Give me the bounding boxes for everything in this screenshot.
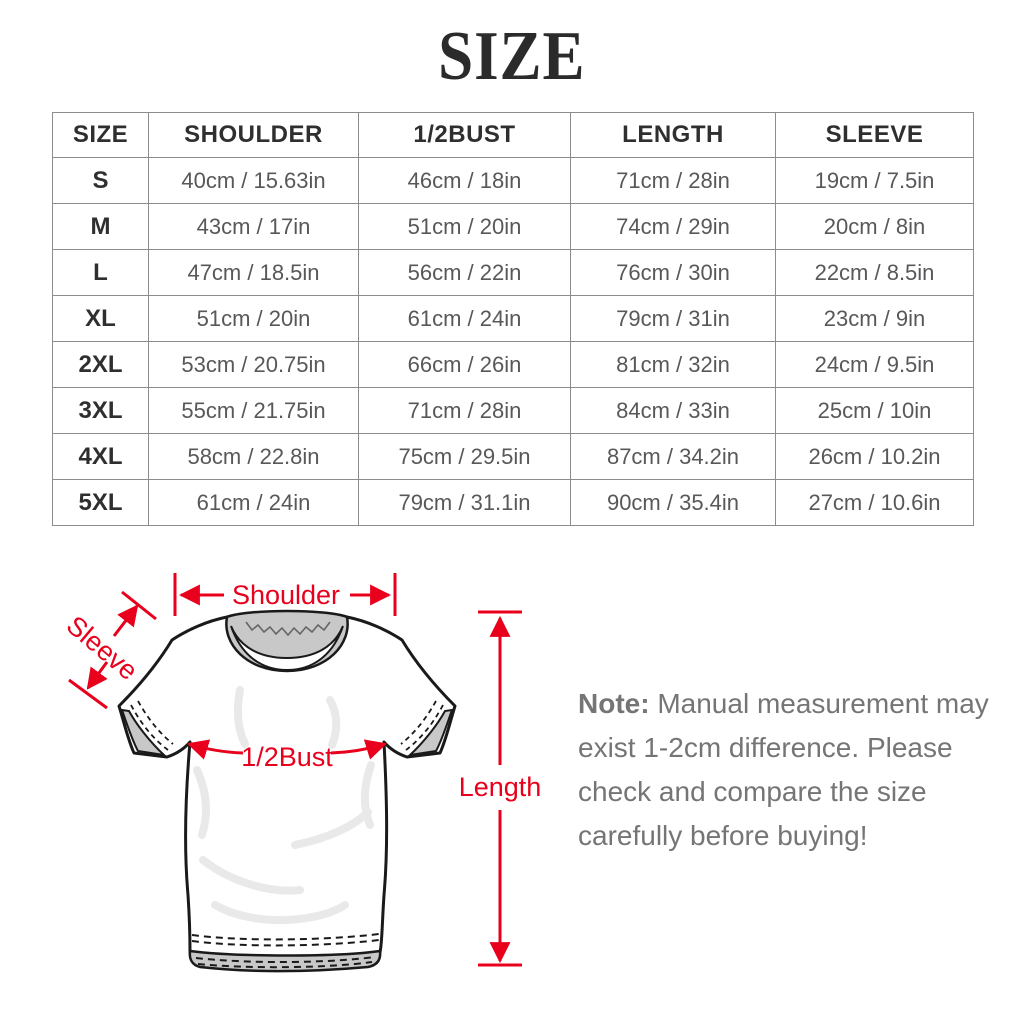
shoulder-cell: 40cm / 15.63in (148, 157, 359, 204)
page-title-text: SIZE (438, 18, 586, 95)
bust-cell: 79cm / 31.1in (358, 479, 571, 526)
left-sleeve-cuff (120, 700, 174, 757)
column-header-bust: 1/2BUST (358, 112, 571, 158)
shoulder-cell: 61cm / 24in (148, 479, 359, 526)
table-row-l: L 47cm / 18.5in 56cm / 22in 76cm / 30in … (52, 249, 974, 296)
collar-front-band (230, 625, 344, 672)
length-cell: 81cm / 32in (570, 341, 776, 388)
table-header-row: SIZE SHOULDER 1/2BUST LENGTH SLEEVE (52, 112, 974, 158)
fabric-wrinkles (193, 686, 375, 924)
bust-cell: 75cm / 29.5in (358, 433, 571, 480)
bust-cell: 46cm / 18in (358, 157, 571, 204)
length-cell: 74cm / 29in (570, 203, 776, 250)
length-cell: 87cm / 34.2in (570, 433, 776, 480)
shoulder-cell: 47cm / 18.5in (148, 249, 359, 296)
collar (225, 609, 349, 673)
length-cell: 79cm / 31in (570, 295, 776, 342)
right-sleeve-cuff (400, 700, 454, 757)
table-row-3xl: 3XL 55cm / 21.75in 71cm / 28in 84cm / 33… (52, 387, 974, 434)
page-title: SIZE (0, 18, 1024, 96)
size-cell: S (52, 157, 149, 204)
sleeve-label: Sleeve (61, 610, 144, 686)
length-cell: 71cm / 28in (570, 157, 776, 204)
size-cell: 5XL (52, 479, 149, 526)
shoulder-cell: 43cm / 17in (148, 203, 359, 250)
shoulder-cell: 55cm / 21.75in (148, 387, 359, 434)
column-header-shoulder: SHOULDER (148, 112, 359, 158)
bust-cell: 66cm / 26in (358, 341, 571, 388)
bust-cell: 51cm / 20in (358, 203, 571, 250)
table-row-m: M 43cm / 17in 51cm / 20in 74cm / 29in 20… (52, 203, 974, 250)
sleeve-cell: 26cm / 10.2in (775, 433, 974, 480)
shoulder-annotation: Shoulder (173, 573, 397, 616)
size-cell: 2XL (52, 341, 149, 388)
sleeve-cell: 25cm / 10in (775, 387, 974, 434)
bust-cell: 71cm / 28in (358, 387, 571, 434)
length-cell: 76cm / 30in (570, 249, 776, 296)
column-header-length: LENGTH (570, 112, 776, 158)
column-header-sleeve: SLEEVE (775, 112, 974, 158)
shoulder-cell: 53cm / 20.75in (148, 341, 359, 388)
collar-stitch-zigzag (245, 621, 331, 637)
length-annotation: Length (459, 610, 542, 967)
half-bust-annotation: 1/2Bust (186, 739, 388, 772)
note-label: Note: (578, 688, 650, 719)
table-row-5xl: 5XL 61cm / 24in 79cm / 31.1in 90cm / 35.… (52, 479, 974, 526)
bust-cell: 56cm / 22in (358, 249, 571, 296)
table-row-xl: XL 51cm / 20in 61cm / 24in 79cm / 31in 2… (52, 295, 974, 342)
table-row-s: S 40cm / 15.63in 46cm / 18in 71cm / 28in… (52, 157, 974, 204)
tshirt-measurement-diagram: Shoulder Sleeve 1/2Bust Length (61, 573, 542, 973)
sleeve-cell: 24cm / 9.5in (775, 341, 974, 388)
shoulder-label: Shoulder (232, 580, 340, 610)
column-header-size: SIZE (52, 112, 149, 158)
size-cell: XL (52, 295, 149, 342)
bust-cell: 61cm / 24in (358, 295, 571, 342)
size-cell: 4XL (52, 433, 149, 480)
shoulder-cell: 51cm / 20in (148, 295, 359, 342)
sleeve-cell: 22cm / 8.5in (775, 249, 974, 296)
sleeve-cell: 27cm / 10.6in (775, 479, 974, 526)
measurement-note: Note: Manual measurement may exist 1-2cm… (578, 682, 992, 858)
length-cell: 90cm / 35.4in (570, 479, 776, 526)
table-row-4xl: 4XL 58cm / 22.8in 75cm / 29.5in 87cm / 3… (52, 433, 974, 480)
size-table: SIZE SHOULDER 1/2BUST LENGTH SLEEVE S 40… (52, 112, 974, 526)
note-text: Manual measurement may exist 1-2cm diffe… (578, 688, 989, 851)
size-cell: M (52, 203, 149, 250)
bottom-hem (188, 933, 382, 973)
tshirt-drawing (117, 609, 457, 973)
length-cell: 84cm / 33in (570, 387, 776, 434)
sleeve-cell: 23cm / 9in (775, 295, 974, 342)
shoulder-cell: 58cm / 22.8in (148, 433, 359, 480)
sleeve-cell: 19cm / 7.5in (775, 157, 974, 204)
size-cell: L (52, 249, 149, 296)
table-row-2xl: 2XL 53cm / 20.75in 66cm / 26in 81cm / 32… (52, 341, 974, 388)
sleeve-cell: 20cm / 8in (775, 203, 974, 250)
size-cell: 3XL (52, 387, 149, 434)
length-label: Length (459, 772, 542, 802)
half-bust-label: 1/2Bust (241, 742, 333, 772)
